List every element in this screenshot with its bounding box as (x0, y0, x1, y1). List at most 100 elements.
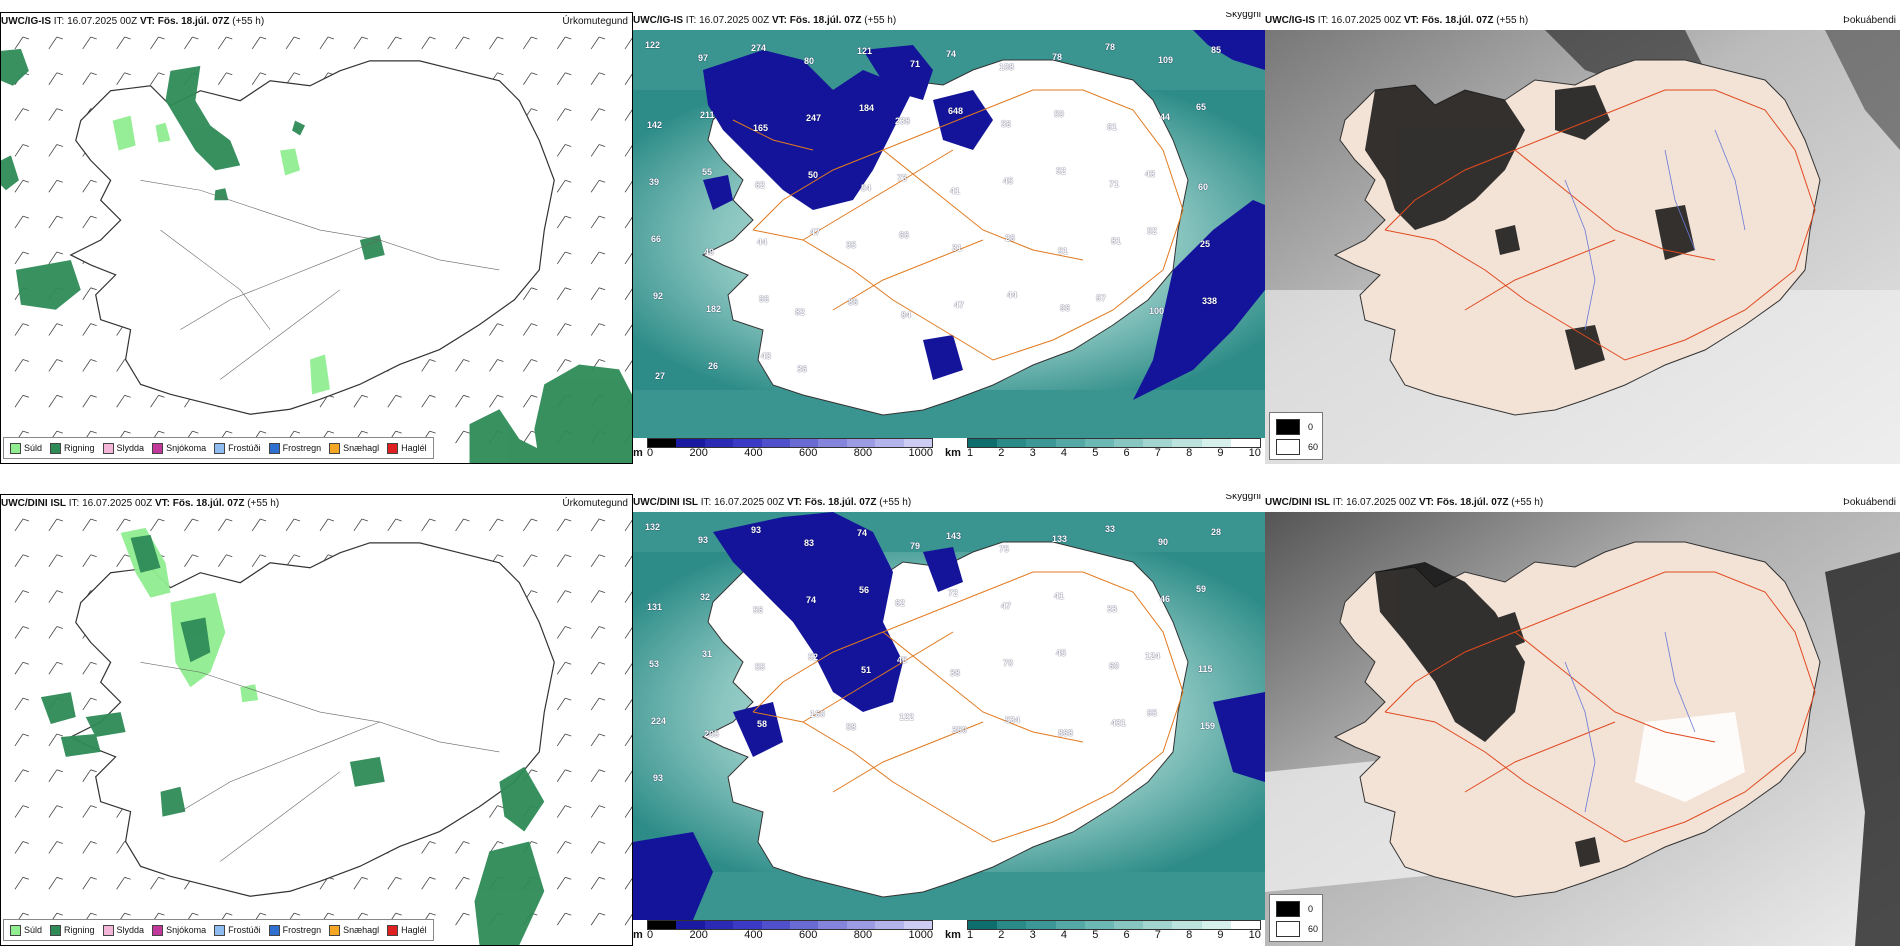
visibility-value-label: 90 (1158, 537, 1169, 547)
legend-item: Snjókoma (152, 442, 206, 454)
visibility-value-label: 25 (1200, 239, 1211, 249)
visibility-value-label: 74 (806, 595, 817, 605)
lead-time: (+55 h) (1511, 497, 1544, 508)
visibility-value-label: 224 (651, 716, 667, 726)
visibility-map-top: UWC/IG-IS IT: 16.07.2025 00Z VT: Fös. 18… (633, 12, 1265, 464)
visibility-value-label: 51 (1058, 246, 1069, 256)
precip-type-legend: Súld Rigning Slydda Snjókoma Frostúði Frostre… (3, 919, 434, 941)
visibility-value-label: 44 (757, 237, 768, 247)
map-area (1265, 30, 1900, 464)
visibility-value-label: 41 (950, 186, 961, 196)
scale-tick: 5 (1092, 929, 1099, 941)
visibility-value-label: 52 (1147, 226, 1158, 236)
legend-item: Haglél (387, 924, 427, 936)
visibility-value-label: 93 (653, 773, 664, 783)
visibility-value-label: 71 (910, 59, 921, 69)
visibility-value-label: 868 (1058, 728, 1074, 738)
map-title: Skyggni (1225, 494, 1261, 502)
visibility-value-label: 33 (1105, 524, 1116, 534)
precip-type-map-top: UWC/IG-IS IT: 16.07.2025 00Z VT: Fös. 18… (0, 12, 633, 464)
legend-swatch (152, 442, 164, 454)
model-name: UWC/DINI ISL (633, 497, 698, 508)
scale-tick: 8 (1186, 929, 1193, 941)
legend-label: Snæhagl (343, 443, 380, 453)
visibility-value-label: 28 (1211, 527, 1222, 537)
visibility-value-label: 431 (1111, 718, 1127, 728)
visibility-value-label: 79 (910, 541, 921, 551)
legend-label: Rigning (64, 925, 95, 935)
visibility-value-label: 47 (1001, 601, 1012, 611)
visibility-value-label: 44 (1007, 290, 1018, 300)
legend-label: Haglél (401, 925, 427, 935)
scale-tick: 800 (853, 447, 873, 459)
model-name: UWC/IG-IS (633, 15, 683, 26)
init-time: IT: 16.07.2025 00Z (1332, 497, 1417, 508)
visibility-value-label: 51 (861, 665, 872, 675)
visibility-value-label: 247 (806, 113, 822, 123)
legend-label: Haglél (401, 443, 427, 453)
iceland-precip-map (1, 513, 632, 945)
scale-tick: 3 (1029, 929, 1036, 941)
iceland-fog-map (1265, 30, 1900, 464)
init-time: IT: 16.07.2025 00Z (685, 15, 770, 26)
legend-label: Frostregn (282, 443, 322, 453)
init-time: IT: 16.07.2025 00Z (53, 16, 138, 27)
legend-item: Rigning (50, 442, 95, 454)
legend-item: Frostúði (214, 924, 261, 936)
visibility-value-label: 49 (704, 247, 715, 257)
iceland-outline (69, 60, 555, 415)
visibility-value-label: 74 (857, 528, 868, 538)
map-area (1, 513, 632, 945)
visibility-value-label: 50 (1054, 109, 1065, 119)
visibility-value-label: 32 (700, 592, 711, 602)
visibility-value-label: 26 (1005, 233, 1016, 243)
scale-tick: 1000 (908, 447, 933, 459)
map-title: Skyggni (1225, 12, 1261, 20)
legend-swatch (268, 442, 280, 454)
height-scale: m 0 200 400 600 800 1000 (633, 920, 933, 942)
visibility-value-label: 350 (952, 725, 968, 735)
lead-time: (+55 h) (879, 497, 912, 508)
visibility-value-label: 66 (651, 234, 662, 244)
visibility-value-label: 96 (759, 294, 770, 304)
valid-time: VT: Fös. 18.júl. 07Z (771, 15, 862, 26)
visibility-value-label: 92 (653, 291, 664, 301)
scale-tick: 8 (1186, 447, 1193, 459)
map-title: Úrkomutegund (562, 498, 628, 509)
map-area: 132 93 93 83 74 79 143 75 133 33 90 28 131 32 56 74 56 62… (633, 512, 1265, 920)
fog-index-map-bottom: UWC/DINI ISL IT: 16.07.2025 00Z VT: Fös.… (1265, 494, 1900, 946)
visibility-value-label: 338 (1202, 296, 1218, 306)
visibility-value-label: 85 (1211, 45, 1222, 55)
visibility-value-label: 93 (751, 525, 762, 535)
valid-time: VT: Fös. 18.júl. 07Z (154, 498, 245, 509)
visibility-value-label: 96 (1060, 303, 1071, 313)
scale-tick: 400 (744, 447, 763, 459)
scale-tick: 1000 (908, 929, 933, 941)
map-header: UWC/DINI ISL IT: 16.07.2025 00Z VT: Fös.… (1265, 494, 1900, 512)
legend-swatch (50, 442, 62, 454)
visibility-value-label: 93 (698, 535, 709, 545)
legend-label: Snjókoma (166, 925, 207, 935)
legend-label: Súld (24, 925, 43, 935)
visibility-scale: km 1 2 3 4 5 6 7 8 9 10 (945, 920, 1261, 942)
scale-tick: 4 (1060, 447, 1068, 459)
visibility-value-label: 31 (702, 649, 713, 659)
precip-type-legend: Súld Rigning Slydda Snjókoma Frostúði Frostre… (3, 437, 434, 459)
visibility-value-label: 97 (698, 53, 709, 63)
legend-label: Frostúði (228, 925, 261, 935)
visibility-value-label: 45 (1003, 176, 1014, 186)
iceland-fog-map (1265, 512, 1900, 946)
visibility-value-label: 45 (897, 655, 908, 665)
visibility-value-label: 97 (1096, 293, 1107, 303)
visibility-value-label: 75 (999, 544, 1010, 554)
legend-item: Súld (10, 924, 43, 936)
lead-time: (+55 h) (247, 498, 280, 509)
visibility-value-label: 26 (708, 361, 719, 371)
legend-label: Snæhagl (343, 925, 380, 935)
legend-swatch (214, 442, 226, 454)
visibility-value-label: 211 (700, 110, 715, 120)
visibility-value-label: 65 (1196, 102, 1207, 112)
visibility-value-label: 132 (645, 522, 661, 532)
visibility-map-bottom: UWC/DINI ISL IT: 16.07.2025 00Z VT: Fös.… (633, 494, 1265, 946)
scale-bars: m 0 200 400 600 800 1000 km 1 2 3 4 5 6 7 8 9 10 (633, 920, 1265, 946)
